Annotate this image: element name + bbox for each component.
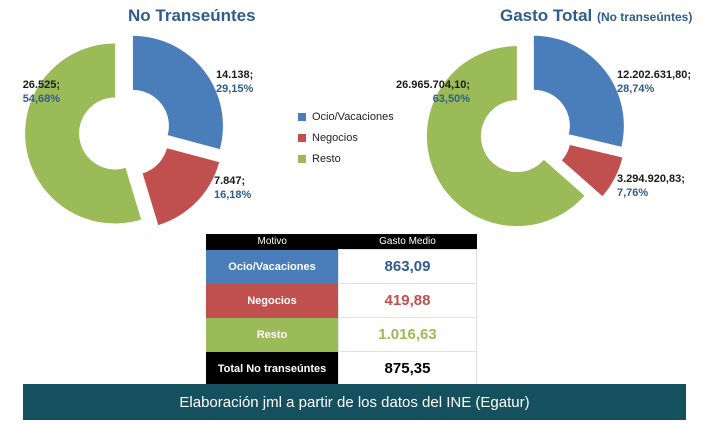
chart1-pct-ocio: 29,15%: [216, 83, 254, 95]
chart2-value-ocio: 12.202.631,80;: [617, 69, 692, 81]
donut-slice-no-transeuntes-negocios: [142, 148, 220, 226]
donut-slice-gasto-total-negocios: [561, 144, 623, 197]
table-header-gasto: Gasto Medio: [338, 234, 477, 250]
donut-slice-no-transeuntes-resto: [25, 43, 142, 224]
table-row: Resto 1.016,63: [206, 317, 477, 352]
chart2-label-resto: 26.965.704,10; 63,50%: [380, 78, 470, 106]
chart2-pct-negocios: 7,76%: [617, 187, 649, 199]
legend-label-negocios: Negocios: [312, 131, 358, 144]
table-row: Total No transeúntes 875,35: [206, 351, 477, 386]
legend-swatch-resto: [298, 154, 306, 163]
chart2-value-negocios: 3.294.920,83;: [617, 173, 685, 185]
table-row: Ocio/Vacaciones 863,09: [206, 249, 477, 284]
chart2-pct-resto: 63,50%: [432, 93, 470, 105]
chart1-value-resto: 26.525;: [22, 79, 60, 91]
table-header-motivo: Motivo: [206, 234, 339, 250]
chart1-value-negocios: 7.847;: [214, 175, 246, 187]
chart1-title: No Transeúntes: [128, 6, 256, 25]
chart2-value-resto: 26.965.704,10;: [395, 79, 470, 91]
legend-item-resto: Resto: [298, 148, 394, 169]
chart1-value-ocio: 14.138;: [216, 69, 254, 81]
table-row: Negocios 419,88: [206, 283, 477, 318]
table-cell-motivo-resto: Resto: [206, 317, 339, 352]
donut-slice-gasto-total-ocio-vacaciones: [533, 35, 624, 147]
chart1-pct-negocios: 16,18%: [214, 189, 252, 201]
chart1-label-ocio: 14.138; 29,15%: [216, 68, 253, 96]
legend-swatch-ocio: [298, 112, 306, 121]
table-cell-gasto-resto: 1.016,63: [338, 317, 477, 352]
table-cell-gasto-ocio: 863,09: [338, 249, 477, 284]
chart2-label-negocios: 3.294.920,83; 7,76%: [617, 172, 685, 200]
donut-slice-gasto-total-resto: [426, 46, 585, 227]
chart2-label-ocio: 12.202.631,80; 28,74%: [617, 68, 691, 96]
table-cell-gasto-total: 875,35: [338, 351, 477, 386]
source-banner: Elaboración jml a partir de los datos de…: [23, 384, 686, 420]
chart1-label-resto: 26.525; 54,68%: [10, 78, 60, 106]
chart2-title: Gasto Total (No transeúntes): [500, 6, 692, 26]
legend-label-ocio: Ocio/Vacaciones: [312, 110, 394, 123]
legend-swatch-negocios: [298, 133, 306, 142]
chart1-label-negocios: 7.847; 16,18%: [214, 174, 251, 202]
chart1-pct-resto: 54,68%: [22, 93, 60, 105]
chart2-title-sub: (No transeúntes): [596, 10, 693, 24]
chart2-pct-ocio: 28,74%: [617, 83, 655, 95]
table-cell-motivo-ocio: Ocio/Vacaciones: [206, 249, 339, 284]
legend-item-ocio: Ocio/Vacaciones: [298, 106, 394, 127]
legend: Ocio/Vacaciones Negocios Resto: [298, 106, 394, 169]
legend-label-resto: Resto: [312, 152, 341, 165]
legend-item-negocios: Negocios: [298, 127, 394, 148]
gasto-medio-table: Motivo Gasto Medio Ocio/Vacaciones 863,0…: [206, 234, 477, 386]
table-cell-gasto-negocios: 419,88: [338, 283, 477, 318]
table-cell-motivo-negocios: Negocios: [206, 283, 339, 318]
table-cell-motivo-total: Total No transeúntes: [206, 351, 339, 386]
donut-slice-no-transeuntes-ocio-vacaciones: [132, 35, 223, 150]
chart2-title-main: Gasto Total: [500, 6, 593, 25]
table-header-row: Motivo Gasto Medio: [206, 234, 477, 250]
